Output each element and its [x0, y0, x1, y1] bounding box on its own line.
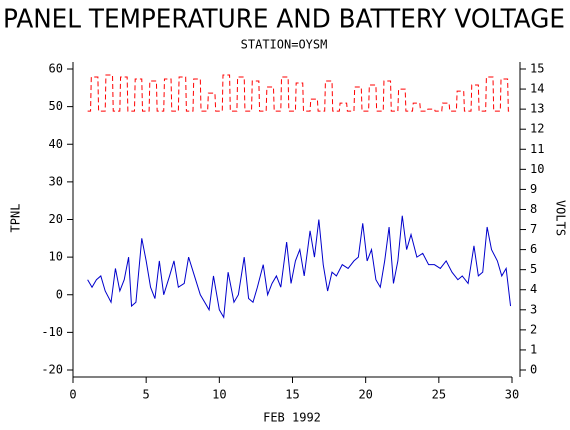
y2-tick-label: 7	[530, 222, 537, 236]
x-tick-label: 0	[69, 388, 76, 402]
y2-axis-label: VOLTS	[554, 200, 568, 236]
y2-tick-label: 1	[530, 342, 537, 356]
series-line	[87, 74, 512, 112]
y-tick-label: 50	[49, 99, 63, 113]
y-tick-label: -10	[41, 325, 63, 339]
y2-tick-label: 10	[530, 162, 544, 176]
y2-tick-label: 5	[530, 262, 537, 276]
y2-tick-label: 0	[530, 363, 537, 377]
y2-tick-label: 3	[530, 302, 537, 316]
y-tick-label: 60	[49, 62, 63, 76]
y-tick-label: 0	[56, 287, 63, 301]
y-axis-label: TPNL	[9, 204, 23, 233]
y-tick-label: -20	[41, 363, 63, 377]
x-axis-label: FEB 1992	[263, 411, 321, 425]
y-tick-label: 20	[49, 212, 63, 226]
y2-tick-label: 15	[530, 62, 544, 76]
y2-tick-label: 13	[530, 102, 544, 116]
x-tick-label: 25	[432, 388, 446, 402]
y2-tick-label: 11	[530, 142, 544, 156]
x-tick-label: 20	[358, 388, 372, 402]
x-tick-label: 30	[505, 388, 519, 402]
series-line	[87, 215, 512, 319]
y-tick-label: 40	[49, 137, 63, 151]
x-tick-label: 5	[143, 388, 150, 402]
chart-subtitle: STATION=OYSM	[241, 38, 328, 52]
y-tick-label: 30	[49, 174, 63, 188]
y2-tick-label: 6	[530, 242, 537, 256]
y2-tick-label: 14	[530, 82, 544, 96]
y2-tick-label: 9	[530, 182, 537, 196]
y2-tick-label: 12	[530, 122, 544, 136]
y2-tick-label: 2	[530, 322, 537, 336]
y2-tick-label: 4	[530, 282, 537, 296]
y2-tick-label: 8	[530, 202, 537, 216]
y-tick-label: 10	[49, 250, 63, 264]
x-tick-label: 15	[285, 388, 299, 402]
x-tick-label: 10	[212, 388, 226, 402]
chart-title: PANEL TEMPERATURE AND BATTERY VOLTAGE	[3, 5, 565, 35]
